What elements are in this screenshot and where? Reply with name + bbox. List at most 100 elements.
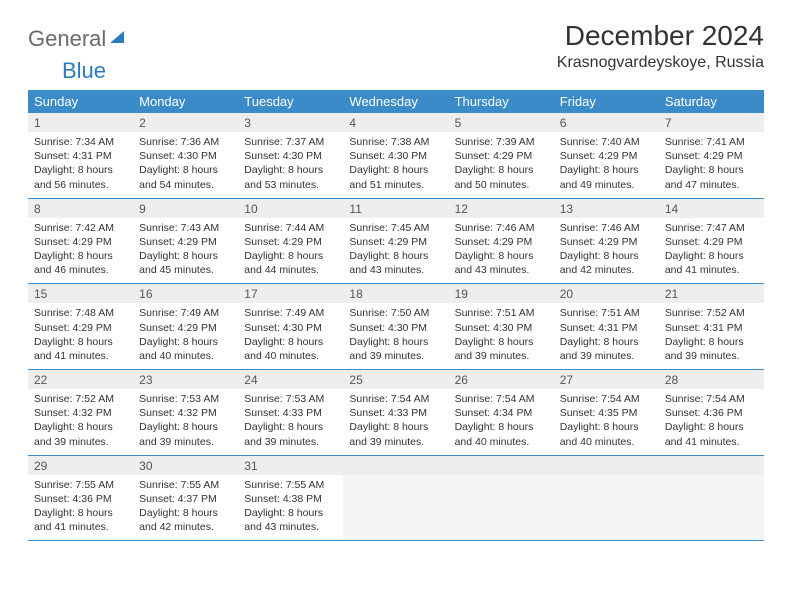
daylight-text: Daylight: 8 hours and 44 minutes. bbox=[244, 249, 337, 277]
day-info-cell: Sunrise: 7:55 AMSunset: 4:36 PMDaylight:… bbox=[28, 475, 133, 541]
daylight-text: Daylight: 8 hours and 39 minutes. bbox=[34, 420, 127, 448]
day-number-cell: 12 bbox=[449, 198, 554, 218]
daylight-text: Daylight: 8 hours and 39 minutes. bbox=[665, 335, 758, 363]
sunset-text: Sunset: 4:29 PM bbox=[139, 321, 232, 335]
day-info-cell: Sunrise: 7:50 AMSunset: 4:30 PMDaylight:… bbox=[343, 303, 448, 369]
sunset-text: Sunset: 4:32 PM bbox=[34, 406, 127, 420]
sunset-text: Sunset: 4:29 PM bbox=[34, 321, 127, 335]
sunset-text: Sunset: 4:30 PM bbox=[349, 321, 442, 335]
sunrise-text: Sunrise: 7:51 AM bbox=[560, 306, 653, 320]
day-number-cell: 5 bbox=[449, 113, 554, 132]
sunset-text: Sunset: 4:29 PM bbox=[560, 149, 653, 163]
sunrise-text: Sunrise: 7:40 AM bbox=[560, 135, 653, 149]
day-info-row: Sunrise: 7:52 AMSunset: 4:32 PMDaylight:… bbox=[28, 389, 764, 455]
header: General December 2024 Krasnogvardeyskoye… bbox=[28, 20, 764, 72]
daylight-text: Daylight: 8 hours and 54 minutes. bbox=[139, 163, 232, 191]
logo: General bbox=[28, 20, 130, 52]
sunrise-text: Sunrise: 7:46 AM bbox=[455, 221, 548, 235]
sunrise-text: Sunrise: 7:36 AM bbox=[139, 135, 232, 149]
day-info-cell: Sunrise: 7:51 AMSunset: 4:30 PMDaylight:… bbox=[449, 303, 554, 369]
daylight-text: Daylight: 8 hours and 41 minutes. bbox=[665, 249, 758, 277]
day-number-cell: 19 bbox=[449, 284, 554, 304]
sunrise-text: Sunrise: 7:54 AM bbox=[349, 392, 442, 406]
weekday-header: Wednesday bbox=[343, 90, 448, 113]
sunset-text: Sunset: 4:36 PM bbox=[665, 406, 758, 420]
sunrise-text: Sunrise: 7:55 AM bbox=[244, 478, 337, 492]
sunrise-text: Sunrise: 7:54 AM bbox=[665, 392, 758, 406]
day-number-cell: 22 bbox=[28, 370, 133, 390]
day-number-row: 1234567 bbox=[28, 113, 764, 132]
daylight-text: Daylight: 8 hours and 41 minutes. bbox=[665, 420, 758, 448]
location-label: Krasnogvardeyskoye, Russia bbox=[557, 54, 764, 72]
daylight-text: Daylight: 8 hours and 39 minutes. bbox=[139, 420, 232, 448]
sunrise-text: Sunrise: 7:53 AM bbox=[139, 392, 232, 406]
sunrise-text: Sunrise: 7:53 AM bbox=[244, 392, 337, 406]
day-info-cell: Sunrise: 7:52 AMSunset: 4:32 PMDaylight:… bbox=[28, 389, 133, 455]
day-info-cell: Sunrise: 7:40 AMSunset: 4:29 PMDaylight:… bbox=[554, 132, 659, 198]
day-info-cell bbox=[554, 475, 659, 541]
day-info-cell: Sunrise: 7:53 AMSunset: 4:33 PMDaylight:… bbox=[238, 389, 343, 455]
weekday-header: Friday bbox=[554, 90, 659, 113]
day-number-row: 22232425262728 bbox=[28, 370, 764, 390]
daylight-text: Daylight: 8 hours and 39 minutes. bbox=[244, 420, 337, 448]
day-info-cell: Sunrise: 7:52 AMSunset: 4:31 PMDaylight:… bbox=[659, 303, 764, 369]
sunset-text: Sunset: 4:33 PM bbox=[349, 406, 442, 420]
sunrise-text: Sunrise: 7:51 AM bbox=[455, 306, 548, 320]
sunset-text: Sunset: 4:31 PM bbox=[665, 321, 758, 335]
day-number-cell: 17 bbox=[238, 284, 343, 304]
sunset-text: Sunset: 4:29 PM bbox=[244, 235, 337, 249]
sunrise-text: Sunrise: 7:39 AM bbox=[455, 135, 548, 149]
day-number-cell: 9 bbox=[133, 198, 238, 218]
month-title: December 2024 bbox=[557, 20, 764, 52]
daylight-text: Daylight: 8 hours and 46 minutes. bbox=[34, 249, 127, 277]
daylight-text: Daylight: 8 hours and 39 minutes. bbox=[455, 335, 548, 363]
daylight-text: Daylight: 8 hours and 43 minutes. bbox=[455, 249, 548, 277]
sunrise-text: Sunrise: 7:34 AM bbox=[34, 135, 127, 149]
sunset-text: Sunset: 4:36 PM bbox=[34, 492, 127, 506]
daylight-text: Daylight: 8 hours and 51 minutes. bbox=[349, 163, 442, 191]
daylight-text: Daylight: 8 hours and 45 minutes. bbox=[139, 249, 232, 277]
day-info-cell: Sunrise: 7:36 AMSunset: 4:30 PMDaylight:… bbox=[133, 132, 238, 198]
sunrise-text: Sunrise: 7:38 AM bbox=[349, 135, 442, 149]
daylight-text: Daylight: 8 hours and 42 minutes. bbox=[560, 249, 653, 277]
day-info-cell: Sunrise: 7:45 AMSunset: 4:29 PMDaylight:… bbox=[343, 218, 448, 284]
day-number-cell: 26 bbox=[449, 370, 554, 390]
day-number-cell: 20 bbox=[554, 284, 659, 304]
day-number-cell: 27 bbox=[554, 370, 659, 390]
daylight-text: Daylight: 8 hours and 40 minutes. bbox=[560, 420, 653, 448]
day-number-cell: 14 bbox=[659, 198, 764, 218]
day-info-row: Sunrise: 7:55 AM Sunset: 4:36 PMDaylight:… bbox=[28, 475, 764, 541]
sunrise-text: Sunrise: 7:52 AM bbox=[665, 306, 758, 320]
day-info-cell: Sunrise: 7:42 AMSunset: 4:29 PMDaylight:… bbox=[28, 218, 133, 284]
logo-text-general: General bbox=[28, 26, 106, 52]
sunset-text: Sunset: 4:29 PM bbox=[139, 235, 232, 249]
sunset-text: Sunset: 4:32 PM bbox=[139, 406, 232, 420]
day-info-cell: Sunrise: 7:41 AMSunset: 4:29 PMDaylight:… bbox=[659, 132, 764, 198]
daylight-text: Daylight: 8 hours and 41 minutes. bbox=[34, 506, 127, 534]
sunset-text: Sunset: 4:33 PM bbox=[244, 406, 337, 420]
day-number-cell: 2 bbox=[133, 113, 238, 132]
day-number-cell: 21 bbox=[659, 284, 764, 304]
weekday-header: Tuesday bbox=[238, 90, 343, 113]
day-number-row: 293031 bbox=[28, 455, 764, 475]
day-info-cell: Sunrise: 7:38 AMSunset: 4:30 PMDaylight:… bbox=[343, 132, 448, 198]
sunset-text: Sunset: 4:30 PM bbox=[244, 321, 337, 335]
sunset-text: Sunset: 4:34 PM bbox=[455, 406, 548, 420]
weekday-header: Monday bbox=[133, 90, 238, 113]
day-number-cell bbox=[659, 455, 764, 475]
day-info-cell: Sunrise: 7:48 AMSunset: 4:29 PMDaylight:… bbox=[28, 303, 133, 369]
daylight-text: Daylight: 8 hours and 39 minutes. bbox=[349, 420, 442, 448]
sunrise-text: Sunrise: 7:43 AM bbox=[139, 221, 232, 235]
sunrise-text: Sunrise: 7:42 AM bbox=[34, 221, 127, 235]
daylight-text: Daylight: 8 hours and 53 minutes. bbox=[244, 163, 337, 191]
day-number-cell: 30 bbox=[133, 455, 238, 475]
day-info-cell: Sunrise: 7:46 AMSunset: 4:29 PMDaylight:… bbox=[554, 218, 659, 284]
weekday-header: Sunday bbox=[28, 90, 133, 113]
day-number-cell bbox=[343, 455, 448, 475]
logo-sail-icon bbox=[108, 27, 128, 52]
day-number-cell: 4 bbox=[343, 113, 448, 132]
day-info-cell: Sunrise: 7:44 AMSunset: 4:29 PMDaylight:… bbox=[238, 218, 343, 284]
sunrise-text: Sunrise: 7:49 AM bbox=[244, 306, 337, 320]
day-number-cell: 6 bbox=[554, 113, 659, 132]
day-info-cell: Sunrise: 7:54 AMSunset: 4:34 PMDaylight:… bbox=[449, 389, 554, 455]
